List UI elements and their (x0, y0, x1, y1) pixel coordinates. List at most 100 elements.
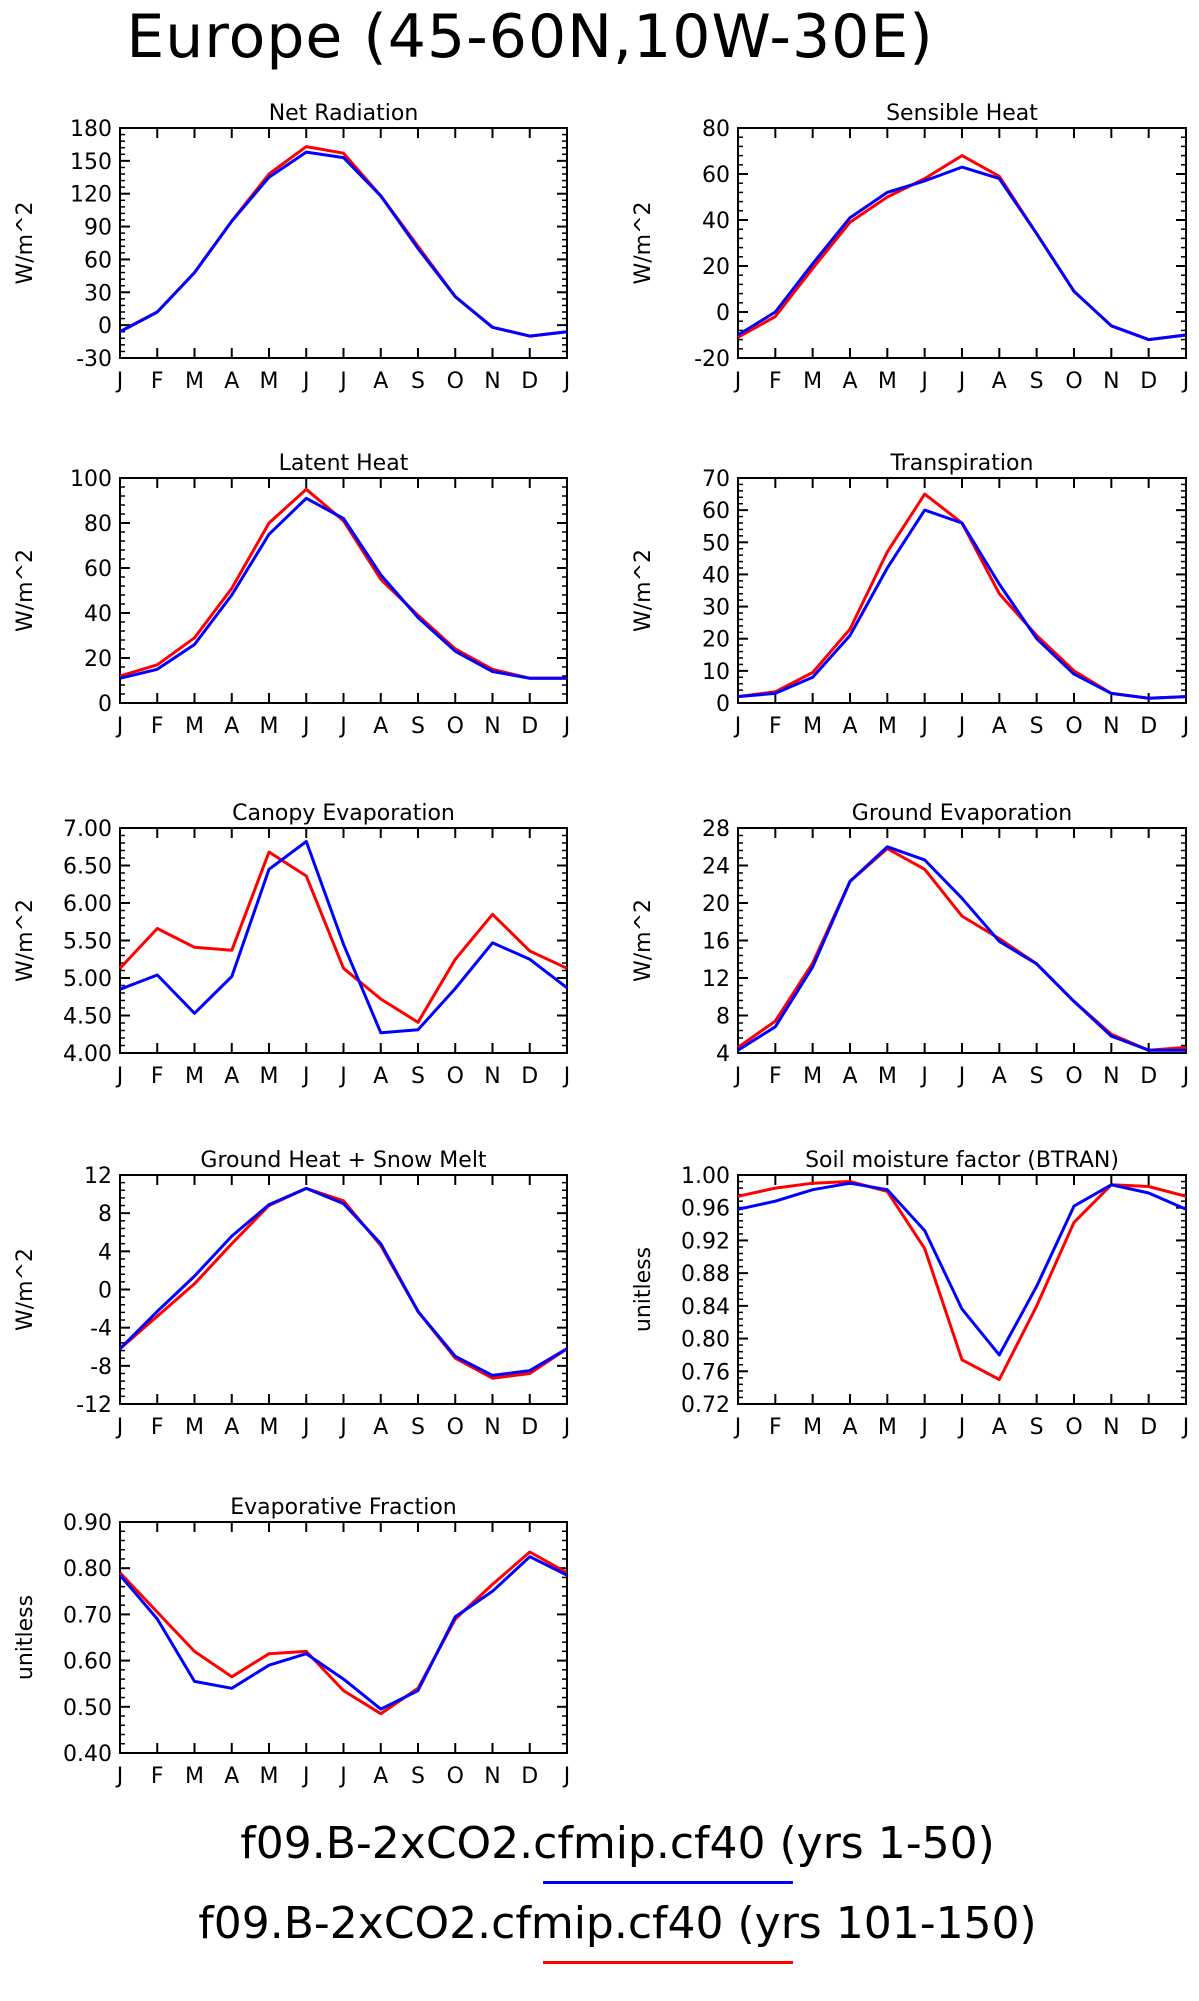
x-tick-label: M (803, 1064, 822, 1089)
y-tick-label: 1.00 (681, 1164, 730, 1189)
chart-frame (119, 477, 568, 704)
y-tick-label: 0 (98, 1279, 112, 1304)
series-line-1 (118, 1186, 568, 1377)
y-tick-label: 0.60 (63, 1650, 112, 1675)
x-tick-label: J (919, 1415, 928, 1440)
x-tick-label: J (733, 1064, 742, 1089)
legend-swatch-1 (543, 1881, 793, 1884)
x-tick-label: A (373, 369, 388, 394)
x-tick-label: M (260, 1064, 279, 1089)
legend-swatch-2 (543, 1961, 793, 1964)
x-tick-label: M (260, 714, 279, 739)
x-tick-label: J (1181, 1415, 1190, 1440)
series-line-2 (118, 1550, 568, 1716)
x-tick-label: J (957, 1064, 966, 1089)
chart-frame (119, 127, 568, 359)
x-tick-label: O (447, 369, 464, 394)
y-tick-label: 60 (702, 163, 730, 188)
x-tick-label: F (151, 1415, 164, 1440)
x-tick-label: F (769, 1415, 782, 1440)
y-tick-label: 0.84 (681, 1295, 730, 1320)
y-tick-label: 20 (702, 255, 730, 280)
y-tick-label: 0.92 (681, 1229, 730, 1254)
x-tick-label: N (484, 714, 500, 739)
x-tick-label: M (185, 369, 204, 394)
y-axis-label: unitless (13, 1595, 38, 1680)
y-tick-label: 0 (98, 692, 112, 717)
x-tick-label: M (878, 369, 897, 394)
y-tick-label: 80 (84, 512, 112, 537)
x-tick-label: J (1181, 714, 1190, 739)
chart-panel-5: Canopy Evaporation W/m^2 4.00 4.50 5.00 5.50 6… (13, 801, 570, 1089)
x-tick-label: A (842, 369, 857, 394)
x-tick-label: A (224, 714, 239, 739)
y-tick-label: 0 (716, 301, 730, 326)
y-tick-label: 24 (702, 855, 730, 880)
chart-title: Net Radiation (269, 101, 419, 126)
x-tick-label: A (373, 714, 388, 739)
y-tick-label: 16 (702, 930, 730, 955)
y-tick-label: 20 (702, 628, 730, 653)
y-axis-label: W/m^2 (631, 549, 656, 632)
x-tick-label: D (1140, 369, 1157, 394)
x-tick-label: S (411, 1064, 425, 1089)
x-tick-label: J (1181, 369, 1190, 394)
legend-label-2: f09.B-2xCO2.cfmip.cf40 (yrs 101-150) (198, 1898, 1037, 1949)
series-line-2 (118, 850, 568, 1024)
x-tick-label: J (919, 1064, 928, 1089)
y-tick-label: 4.00 (63, 1042, 112, 1067)
x-tick-label: D (521, 1764, 538, 1789)
x-tick-label: D (521, 369, 538, 394)
series-line-1 (118, 1555, 568, 1711)
y-tick-label: 50 (702, 531, 730, 556)
y-tick-label: 0 (98, 314, 112, 339)
series-line-1 (119, 150, 568, 338)
x-tick-label: S (411, 1415, 425, 1440)
y-tick-label: 28 (702, 817, 730, 842)
legend-label-1: f09.B-2xCO2.cfmip.cf40 (yrs 1-50) (240, 1818, 995, 1869)
series-line-1 (119, 840, 568, 1035)
x-tick-label: N (1103, 1415, 1119, 1440)
chart-panel-7: Ground Heat + Snow Melt W/m^2 -12 -8 -4 0 4 8 12… (13, 1148, 570, 1440)
x-tick-label: J (733, 369, 742, 394)
x-tick-label: A (992, 1064, 1007, 1089)
x-tick-label: O (447, 1764, 464, 1789)
y-tick-label: 12 (702, 967, 730, 992)
x-tick-label: M (185, 1064, 204, 1089)
x-tick-label: D (1140, 714, 1157, 739)
x-tick-label: O (1065, 369, 1082, 394)
x-tick-label: M (803, 369, 822, 394)
y-tick-label: 20 (702, 892, 730, 917)
y-tick-label: 70 (702, 467, 730, 492)
x-tick-label: M (185, 714, 204, 739)
x-tick-label: A (842, 1064, 857, 1089)
x-tick-label: J (338, 1764, 347, 1789)
x-tick-label: A (992, 714, 1007, 739)
y-tick-label: 6.00 (63, 892, 112, 917)
x-tick-label: M (185, 1415, 204, 1440)
x-tick-label: F (151, 1764, 164, 1789)
chart-title: Sensible Heat (886, 101, 1038, 126)
x-tick-label: J (115, 1415, 124, 1440)
x-tick-label: M (260, 1764, 279, 1789)
y-axis-label: W/m^2 (13, 899, 38, 982)
x-tick-label: J (301, 714, 310, 739)
y-tick-label: 40 (702, 209, 730, 234)
y-tick-label: 4.50 (63, 1005, 112, 1030)
x-tick-label: M (260, 369, 279, 394)
y-tick-label: 0.80 (681, 1328, 730, 1353)
y-tick-label: 10 (702, 660, 730, 685)
x-tick-label: J (1181, 1064, 1190, 1089)
x-tick-label: S (1030, 1064, 1044, 1089)
y-tick-label: 0.88 (681, 1262, 730, 1287)
x-tick-label: M (803, 1415, 822, 1440)
y-tick-label: 8 (98, 1202, 112, 1227)
y-tick-label: 60 (84, 248, 112, 273)
x-tick-label: J (301, 1764, 310, 1789)
x-tick-label: O (447, 714, 464, 739)
y-tick-label: 0.40 (63, 1742, 112, 1767)
page-title: Europe (45-60N,10W-30E) (126, 2, 934, 72)
chart-panel-8: Soil moisture factor (BTRAN) unitless 0.72… (631, 1148, 1189, 1440)
